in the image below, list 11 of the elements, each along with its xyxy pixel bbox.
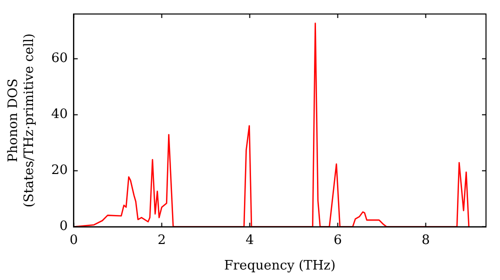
y-tick-label: 60 xyxy=(51,51,68,66)
x-axis-title: Frequency (THz) xyxy=(224,258,336,274)
x-tick-label: 8 xyxy=(422,232,430,248)
y-tick-label: 0 xyxy=(59,219,68,234)
y-tick-label: 20 xyxy=(51,163,68,178)
x-tick-label: 0 xyxy=(70,232,78,248)
x-tick-label: 6 xyxy=(334,232,342,248)
x-tick-label: 4 xyxy=(246,232,254,248)
x-tick-label: 2 xyxy=(158,232,166,248)
y-tick-label: 40 xyxy=(51,107,68,122)
y-axis-title: Phonon DOS (States/THz·primitive cell) xyxy=(6,33,37,208)
